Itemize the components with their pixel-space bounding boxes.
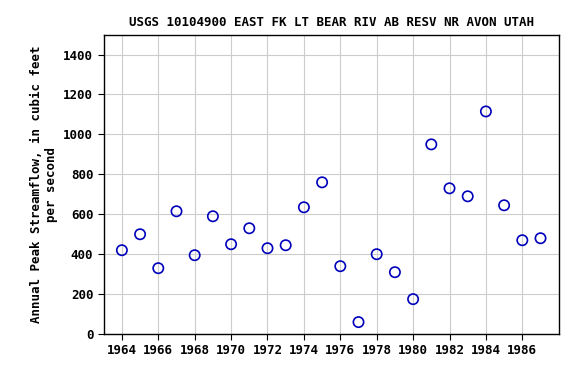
Point [172, 208, 181, 214]
Title: USGS 10104900 EAST FK LT BEAR RIV AB RESV NR AVON UTAH: USGS 10104900 EAST FK LT BEAR RIV AB RES… [128, 16, 534, 29]
Point [354, 319, 363, 325]
Point [300, 204, 309, 210]
Point [427, 141, 436, 147]
Point [445, 185, 454, 191]
Point [209, 213, 218, 219]
Point [135, 231, 145, 237]
Point [336, 263, 345, 269]
Point [317, 179, 327, 185]
Point [245, 225, 254, 231]
Point [518, 237, 527, 243]
Point [118, 247, 127, 253]
Point [281, 242, 290, 248]
Point [263, 245, 272, 251]
Point [190, 252, 199, 258]
Y-axis label: Annual Peak Streamflow, in cubic feet
per second: Annual Peak Streamflow, in cubic feet pe… [30, 46, 58, 323]
Point [391, 269, 400, 275]
Point [482, 108, 491, 114]
Point [536, 235, 545, 241]
Point [372, 251, 381, 257]
Point [408, 296, 418, 302]
Point [463, 193, 472, 199]
Point [154, 265, 163, 271]
Point [226, 241, 236, 247]
Point [499, 202, 509, 209]
